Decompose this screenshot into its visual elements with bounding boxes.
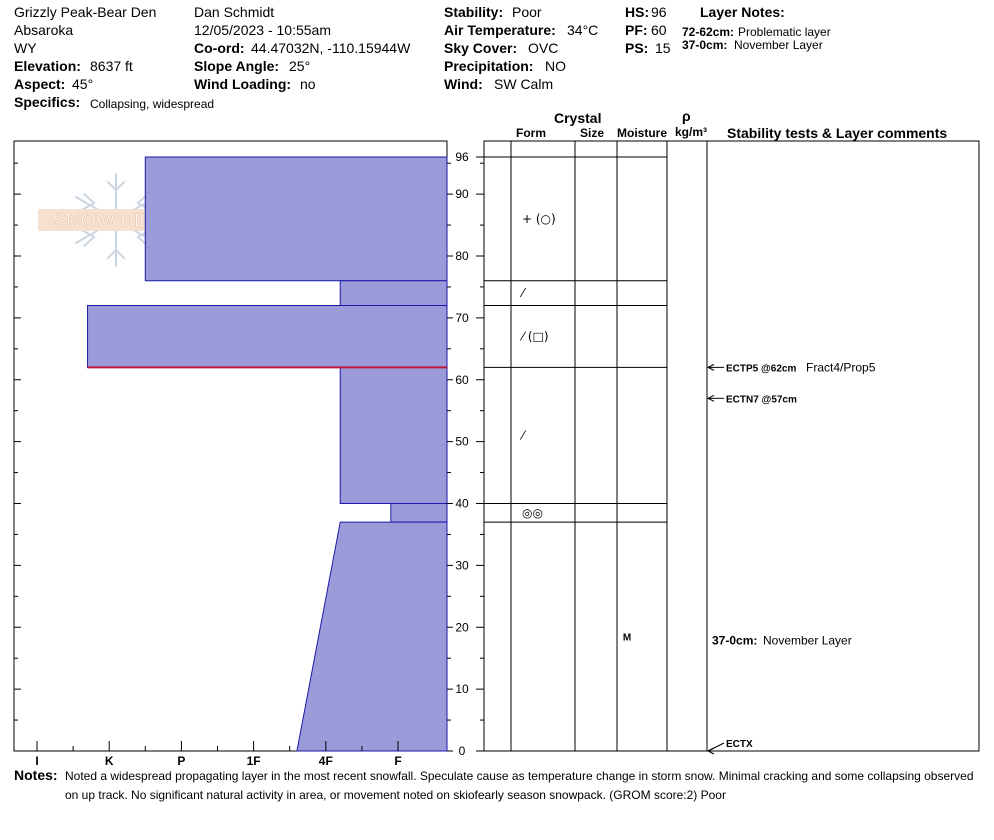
depth-tick-label: 30 <box>455 558 469 572</box>
wind-loading-value: no <box>300 76 316 92</box>
hardness-tick-label: 4F <box>319 754 333 768</box>
layer-comment-range: 37-0cm: <box>712 634 757 648</box>
sky-label: Sky Cover: <box>444 40 518 56</box>
air-temp-value: 34°C <box>567 22 599 38</box>
elevation-label: Elevation: <box>14 58 81 74</box>
depth-tick-label: 0 <box>459 744 466 758</box>
depth-tick-label: 90 <box>455 187 469 201</box>
moisture-value: M <box>623 633 631 644</box>
ps-value: 15 <box>655 40 671 56</box>
coord-value: 44.47032N, -110.15944W <box>251 40 411 56</box>
observer: Dan Schmidt <box>194 4 275 20</box>
specifics-value: Collapsing, widespread <box>90 97 215 111</box>
wind-value: SW Calm <box>494 76 554 92</box>
snow-layer-bar <box>339 366 448 504</box>
test-arrow-head <box>706 363 715 371</box>
layer-note-range: 37-0cm: <box>682 38 728 52</box>
crystal-form-symbol: ⁄ <box>519 428 527 442</box>
datetime: 12/05/2023 - 10:55am <box>194 22 331 38</box>
slope-value: 25° <box>289 58 311 74</box>
depth-tick-label: 40 <box>455 497 469 511</box>
air-temp-label: Air Temperature: <box>444 22 556 38</box>
stability-test-label: ECTP5 @62cm <box>726 363 796 374</box>
layer-note-range: 72-62cm: <box>682 25 735 39</box>
ps-label: PS: <box>625 40 649 56</box>
precip-label: Precipitation: <box>444 58 534 74</box>
layer-note-text: Problematic layer <box>738 25 831 39</box>
coord-label: Co-ord: <box>194 40 245 56</box>
layer-notes-title: Layer Notes: <box>700 4 785 20</box>
elevation-value: 8637 ft <box>90 58 133 74</box>
stability-label: Stability: <box>444 4 504 20</box>
crystal-form-symbol: ⁄ <box>519 286 527 300</box>
crystal-table-frame <box>483 140 980 752</box>
notes-line-1: Noted a widespread propagating layer in … <box>65 769 974 783</box>
specifics-label: Specifics: <box>14 94 81 110</box>
hardness-tick-label: K <box>105 754 114 768</box>
layer-comment-text: November Layer <box>763 634 852 648</box>
aspect-value: 45° <box>72 76 94 92</box>
crystal-form-symbol: ◎◎ <box>522 506 543 520</box>
location-name: Grizzly Peak-Bear Den <box>14 4 157 20</box>
pf-label: PF: <box>625 22 648 38</box>
test-arrow-head <box>706 394 715 402</box>
depth-tick-label: 96 <box>455 150 469 164</box>
hardness-tick-label: 1F <box>247 754 261 768</box>
density-unit-header: kg/m³ <box>675 125 708 139</box>
hardness-tick-label: I <box>35 754 38 768</box>
notes-line-2: on up track. No significant natural acti… <box>65 788 726 802</box>
snow-layer-bar <box>87 305 448 368</box>
state: WY <box>14 40 37 56</box>
snow-layer-bar <box>339 280 448 306</box>
stability-test-label: ECTN7 @57cm <box>726 394 797 405</box>
stability-test-label: ECTX <box>726 739 753 750</box>
snow-layer-bar <box>390 503 448 523</box>
crystal-header: Crystal <box>554 110 602 126</box>
crystal-table: + (○) ⁄ ⁄ (□) ⁄ ◎◎ M ECTP5 @62cm Fract4/Prop5 EC… <box>483 140 980 755</box>
depth-tick-label: 10 <box>455 682 469 696</box>
hardness-graph: I K P 1F 4F F 0 10 20 30 40 50 60 70 80 90 96 <box>13 140 484 768</box>
mountain-range: Absaroka <box>14 22 74 38</box>
slope-label: Slope Angle: <box>194 58 280 74</box>
pf-value: 60 <box>651 22 667 38</box>
precip-value: NO <box>545 58 566 74</box>
hs-label: HS: <box>625 4 650 20</box>
depth-tick-label: 50 <box>455 435 469 449</box>
stability-value: Poor <box>512 4 542 20</box>
depth-tick-label: 80 <box>455 249 469 263</box>
sky-value: OVC <box>528 40 559 56</box>
wind-loading-label: Wind Loading: <box>194 76 292 92</box>
form-header: Form <box>516 126 546 140</box>
moisture-header: Moisture <box>617 126 668 140</box>
crystal-form-symbol: + (○) <box>522 212 556 226</box>
stability-test-detail: Fract4/Prop5 <box>806 360 876 374</box>
aspect-label: Aspect: <box>14 76 66 92</box>
size-header: Size <box>580 126 605 140</box>
density-rho-header: ρ <box>682 108 691 124</box>
depth-tick-label: 60 <box>455 373 469 387</box>
hardness-tick-label: P <box>177 754 185 768</box>
hs-value: 96 <box>651 4 667 20</box>
tests-header: Stability tests & Layer comments <box>727 125 948 141</box>
hardness-tick-label: F <box>394 754 401 768</box>
snow-layer-bar <box>144 156 448 282</box>
notes-label: Notes: <box>14 767 58 783</box>
wind-label: Wind: <box>444 76 483 92</box>
crystal-form-symbol: ⁄ (□) <box>519 329 549 343</box>
test-arrow-head <box>706 747 715 755</box>
depth-tick-label: 70 <box>455 311 469 325</box>
depth-tick-label: 20 <box>455 620 469 634</box>
snow-layer-bar <box>296 521 448 752</box>
layer-note-text: November Layer <box>734 38 823 52</box>
